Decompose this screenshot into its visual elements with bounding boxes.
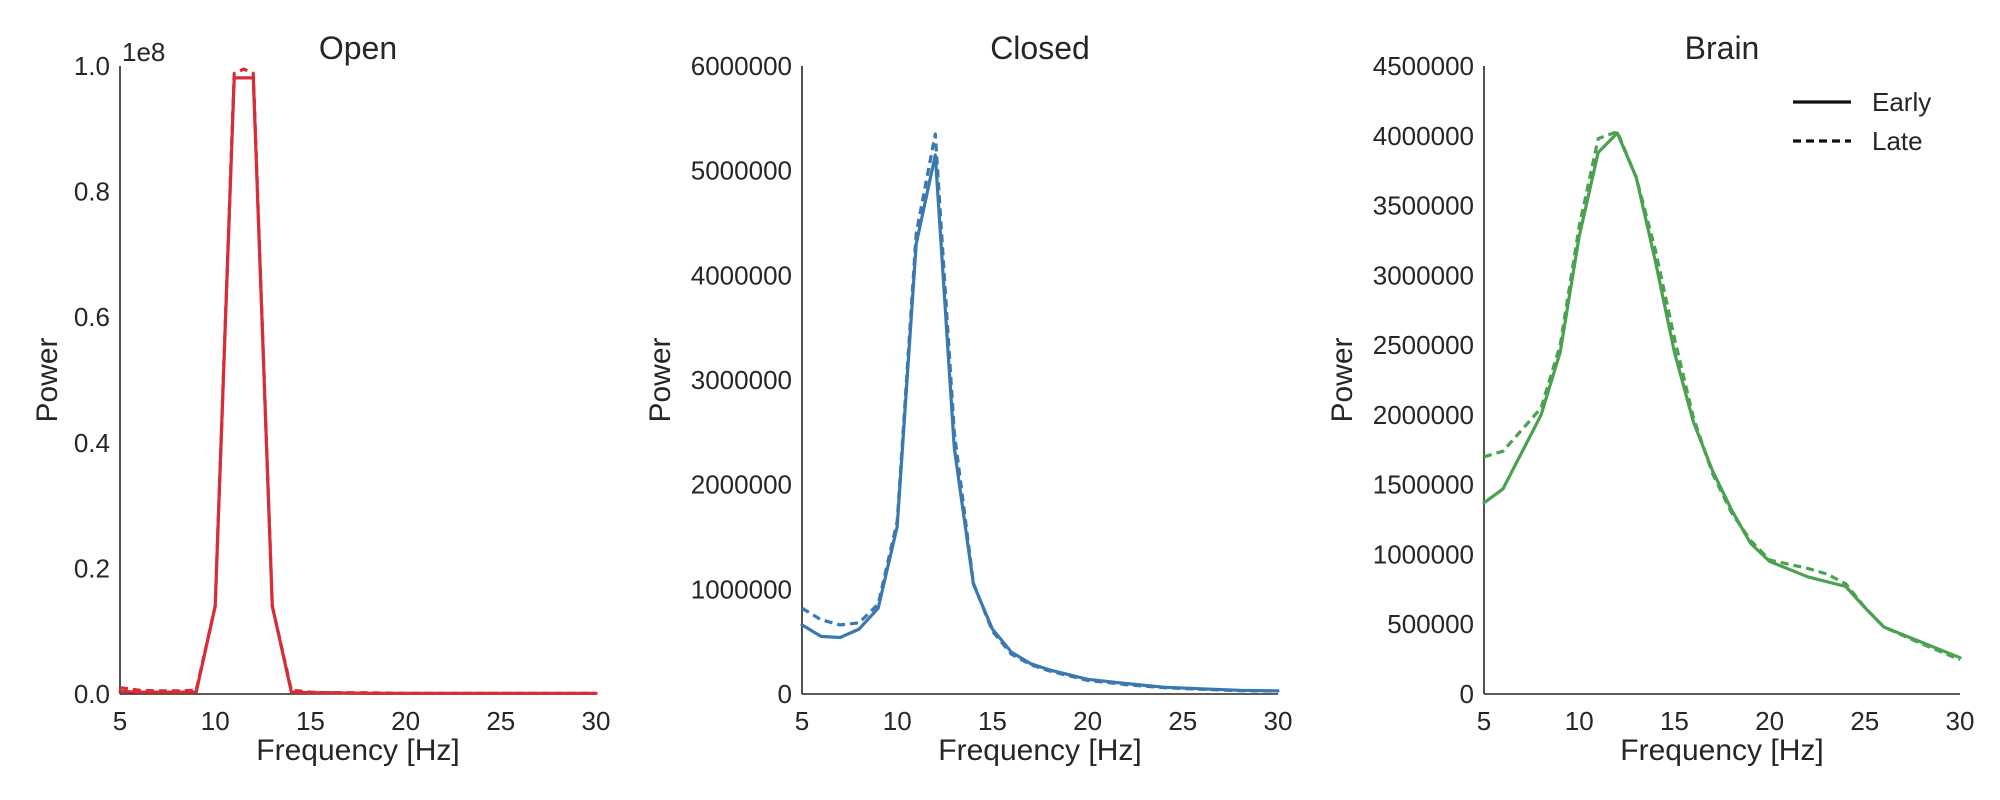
open-x-tick-label: 20 — [391, 706, 420, 736]
brain-y-tick-label: 2500000 — [1373, 330, 1474, 360]
brain-y-tick-label: 1000000 — [1373, 539, 1474, 569]
brain-x-tick-label: 30 — [1946, 706, 1975, 736]
open-y-tick-label: 0.0 — [74, 679, 110, 709]
panel-closed: 5 10 15 20 25 30 0 1000000 2000000 3000000 4000000… — [644, 30, 1292, 767]
panel-open: 5 10 15 20 25 30 0.0 0.2 0.4 0.6 0.8 1.0 1e8 Open Freq… — [31, 30, 610, 767]
open-series-late-line — [119, 67, 596, 696]
closed-x-tick-label: 15 — [978, 706, 1007, 736]
brain-series-early-line — [1482, 131, 1962, 660]
brain-x-axis-label: Frequency [Hz] — [1620, 734, 1823, 767]
open-x-axis-label: Frequency [Hz] — [256, 734, 459, 767]
brain-x-tick-label: 20 — [1755, 706, 1784, 736]
brain-y-tick-label: 3000000 — [1373, 260, 1474, 290]
open-x-tick-label: 5 — [113, 706, 127, 736]
panel-brain: 5 10 15 20 25 30 0 500000 1000000 1500000 2000000 2… — [1326, 30, 1974, 767]
brain-x-tick-label: 25 — [1850, 706, 1879, 736]
open-x-tick-label: 30 — [582, 706, 611, 736]
closed-x-tick-label: 5 — [795, 706, 809, 736]
legend: Early Late — [1793, 87, 1931, 156]
legend-early-label: Early — [1872, 87, 1931, 117]
legend-late-label: Late — [1872, 126, 1923, 156]
brain-x-tick-label: 5 — [1477, 706, 1491, 736]
closed-y-tick-label: 4000000 — [691, 260, 792, 290]
closed-series-early-line — [800, 153, 1280, 693]
closed-x-tick-label: 20 — [1073, 706, 1102, 736]
closed-x-axis-label: Frequency [Hz] — [938, 734, 1141, 767]
closed-y-tick-label: 3000000 — [691, 365, 792, 395]
brain-series-late-line — [1483, 130, 1961, 662]
brain-x-tick-label: 15 — [1660, 706, 1689, 736]
open-x-tick-label: 10 — [201, 706, 230, 736]
closed-y-tick-label: 1000000 — [691, 574, 792, 604]
brain-y-tick-label: 3500000 — [1373, 191, 1474, 221]
brain-y-tick-label: 1500000 — [1373, 470, 1474, 500]
closed-y-tick-label: 5000000 — [691, 156, 792, 186]
closed-y-tick-label: 2000000 — [691, 470, 792, 500]
open-chart-title: Open — [319, 30, 397, 66]
closed-x-tick-label: 10 — [883, 706, 912, 736]
brain-y-tick-label: 500000 — [1387, 609, 1474, 639]
closed-x-tick-label: 25 — [1168, 706, 1197, 736]
closed-y-axis-label: Power — [644, 337, 677, 422]
brain-y-tick-label: 2000000 — [1373, 400, 1474, 430]
brain-y-tick-label: 4500000 — [1373, 51, 1474, 81]
brain-y-tick-label: 0 — [1460, 679, 1474, 709]
brain-y-axis-label: Power — [1326, 337, 1359, 422]
closed-chart-title: Closed — [990, 30, 1090, 66]
open-x-tick-label: 25 — [486, 706, 515, 736]
open-y-scale-label: 1e8 — [122, 37, 165, 67]
open-series-early-line — [118, 76, 598, 696]
open-y-tick-label: 0.8 — [74, 177, 110, 207]
brain-x-tick-label: 10 — [1565, 706, 1594, 736]
open-y-tick-label: 0.4 — [74, 428, 110, 458]
open-y-tick-label: 1.0 — [74, 51, 110, 81]
open-y-tick-label: 0.2 — [74, 553, 110, 583]
closed-y-tick-label: 0 — [778, 679, 792, 709]
open-y-tick-label: 0.6 — [74, 302, 110, 332]
closed-x-tick-label: 30 — [1264, 706, 1293, 736]
open-y-axis-label: Power — [31, 337, 64, 422]
closed-series-late-line — [801, 132, 1279, 693]
brain-chart-title: Brain — [1685, 30, 1760, 66]
brain-y-tick-label: 4000000 — [1373, 121, 1474, 151]
open-x-tick-label: 15 — [296, 706, 325, 736]
closed-y-tick-label: 6000000 — [691, 51, 792, 81]
